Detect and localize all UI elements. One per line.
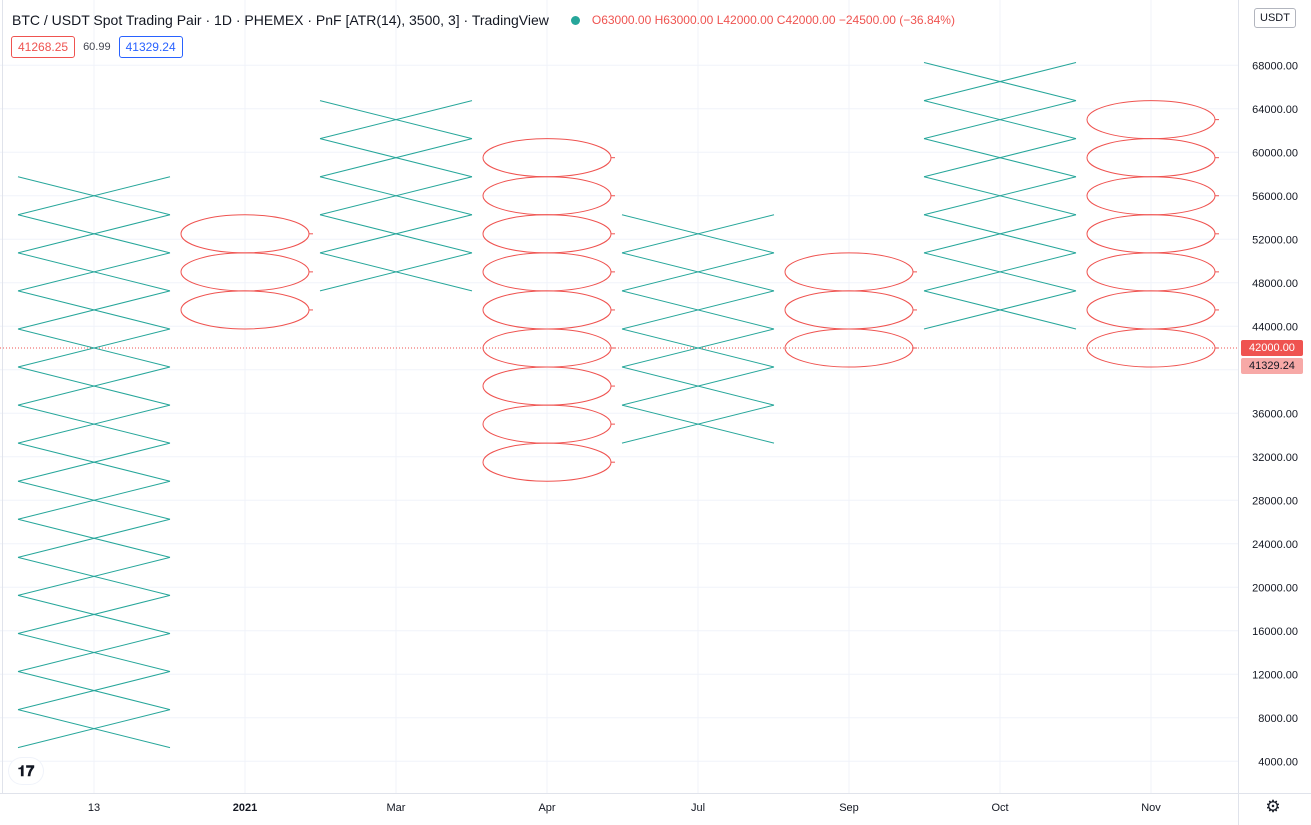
x-mark-stroke [621,214,775,254]
time-tick-label: Nov [1141,802,1161,814]
price-tick-label: 52000.00 [1252,234,1298,246]
price-tick-label: 68000.00 [1252,60,1298,72]
x-mark-stroke [17,328,171,368]
ohlc-high-label: H [654,13,664,27]
x-mark-stroke [17,404,171,444]
chart-title: BTC / USDT Spot Trading Pair · 1D · PHEM… [12,12,549,28]
price-axis-labels: 4000.00 8000.00 12000.00 16000.00 20000.00 24… [1252,60,1298,768]
time-tick-label: 13 [88,802,100,814]
x-mark-stroke [923,252,1077,292]
x-mark-stroke [17,366,171,406]
buy-price-button[interactable]: 41329.24 [118,36,183,58]
x-mark-stroke [621,366,775,406]
x-mark-stroke [17,671,171,711]
ohlc-close-label: C [776,13,786,27]
ohlc-open-value: 63000.00 [601,13,652,27]
price-tick-label: 24000.00 [1252,539,1298,551]
price-tick-label: 28000.00 [1252,495,1298,507]
ohlc-values: O63000.00 H63000.00 L42000.00 C42000.00 … [592,13,955,27]
chart-legend: BTC / USDT Spot Trading Pair · 1D · PHEM… [12,10,955,30]
x-mark-stroke [923,290,1077,330]
x-mark-stroke [319,100,473,140]
market-status-dot-icon [570,15,580,25]
x-mark-stroke [923,138,1077,178]
ohlc-open-label: O [591,13,602,27]
price-tick-label: 36000.00 [1252,408,1298,420]
x-mark-stroke [621,404,775,444]
x-mark-stroke [17,442,171,482]
currency-button[interactable]: USDT [1254,8,1296,28]
x-mark-stroke [17,290,171,330]
time-axis-labels: 13 2021 Mar Apr Jul Sep Oct Nov [88,802,1161,814]
x-mark-stroke [17,709,171,749]
x-mark-stroke [319,214,473,254]
x-mark-stroke [17,518,171,558]
time-tick-label: Sep [839,802,859,814]
x-mark-stroke [17,214,171,254]
x-mark-stroke [621,328,775,368]
tradingview-logo-icon[interactable]: 𝟏𝟕 [9,758,43,784]
price-tick-label: 44000.00 [1252,321,1298,333]
ohlc-low-value: 42000.00 [723,13,774,27]
price-tick-label: 12000.00 [1252,669,1298,681]
x-mark-stroke [621,252,775,292]
price-tick-label: 64000.00 [1252,104,1298,116]
time-tick-label: Jul [691,802,705,814]
price-tick-label: 8000.00 [1258,713,1298,725]
gear-icon[interactable]: ⚙ [1265,797,1281,816]
x-mark-stroke [319,176,473,216]
sell-price-button[interactable]: 41268.25 [11,36,76,58]
x-mark-stroke [17,480,171,520]
grid-lines [0,0,1238,793]
time-tick-label: Oct [991,802,1008,814]
x-mark-stroke [319,138,473,178]
x-mark-stroke [923,176,1077,216]
x-mark-stroke [621,290,775,330]
x-mark-stroke [923,100,1077,140]
ohlc-close-value: 42000.00 [785,13,836,27]
price-tick-label: 60000.00 [1252,147,1298,159]
ohlc-change: −24500.00 (−36.84%) [838,13,955,27]
bid-price-tag: 41329.24 [1241,358,1303,374]
x-mark-stroke [17,556,171,596]
x-mark-stroke [17,594,171,634]
x-mark-stroke [17,632,171,673]
ohlc-high-value: 63000.00 [663,13,714,27]
time-tick-label: 2021 [233,802,257,814]
x-mark-stroke [923,214,1077,254]
spread-value: 60.99 [83,41,111,53]
x-mark-stroke [17,176,171,216]
ohlc-low-label: L [716,13,724,27]
x-mark-stroke [923,62,1077,102]
x-mark-stroke [17,252,171,292]
price-tick-label: 48000.00 [1252,278,1298,290]
time-tick-label: Apr [538,802,555,814]
price-tick-label: 32000.00 [1252,452,1298,464]
quote-row: 41268.25 60.99 41329.24 [11,36,183,58]
price-tick-label: 56000.00 [1252,191,1298,203]
price-tick-label: 20000.00 [1252,582,1298,594]
price-tick-label: 4000.00 [1258,756,1298,768]
last-price-tag: 42000.00 [1241,340,1303,356]
time-tick-label: Mar [387,802,406,814]
x-mark-stroke [319,252,473,292]
pnf-marks [17,62,1219,749]
price-tick-label: 16000.00 [1252,626,1298,638]
